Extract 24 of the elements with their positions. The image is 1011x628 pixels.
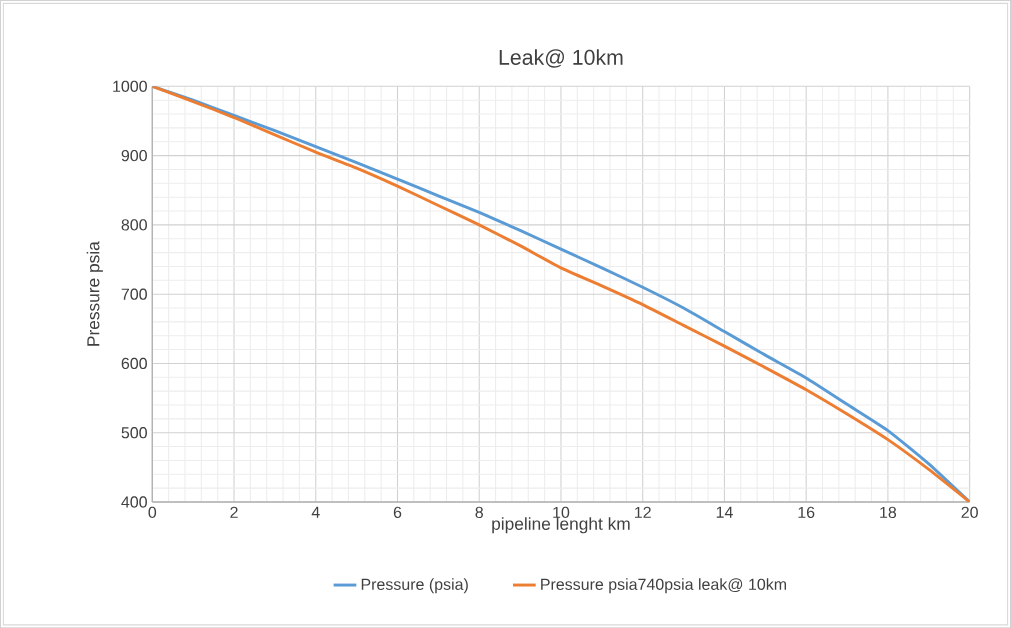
x-tick-label: 12 xyxy=(635,506,651,518)
chart-title: Leak@ 10km xyxy=(499,49,623,68)
y-tick-label: 500 xyxy=(121,426,147,439)
x-tick-label: 8 xyxy=(475,506,483,518)
y-tick-label: 900 xyxy=(121,149,147,162)
x-axis-title: pipeline lenght km xyxy=(492,517,630,534)
y-tick-label: 1000 xyxy=(113,80,147,92)
x-tick-label: 20 xyxy=(961,506,978,518)
x-tick-label: 10 xyxy=(553,506,570,518)
line-series xyxy=(152,86,970,502)
y-tick-label: 600 xyxy=(121,357,147,369)
y-tick-label: 400 xyxy=(121,496,147,508)
x-tick-label: 14 xyxy=(716,506,733,518)
x-tick-label: 6 xyxy=(393,506,402,518)
x-tick-label: 2 xyxy=(230,506,238,518)
x-tick-label: 16 xyxy=(798,506,815,518)
x-tick-label: 4 xyxy=(311,506,320,518)
legend-label: Pressure psia740psia leak@ 10km xyxy=(541,578,787,594)
x-tick-label: 0 xyxy=(148,506,157,518)
y-tick-label: 800 xyxy=(121,219,147,231)
y-axis-title: Pressure psia xyxy=(86,241,103,346)
x-tick-label: 18 xyxy=(880,506,897,518)
legend-label: Pressure (psia) xyxy=(361,578,468,594)
y-tick-label: 700 xyxy=(121,288,147,300)
